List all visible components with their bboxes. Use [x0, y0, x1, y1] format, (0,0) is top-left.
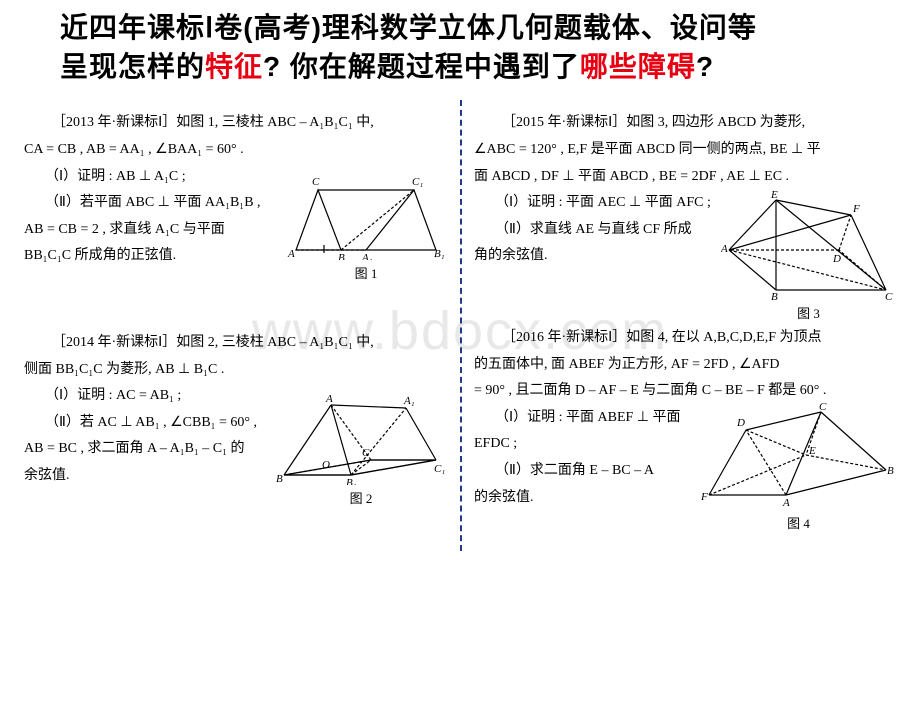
fig2-label-B1: B₁: [346, 477, 357, 485]
fig2-label-O: O: [322, 459, 330, 471]
title-line2-mid: ? 你在解题过程中遇到了: [263, 51, 580, 82]
problem-2016-line: 的五面体中, 面 ABEF 为正方形, AF = 2FD , ∠AFD: [474, 352, 896, 379]
title-highlight-2: 哪些障碍: [580, 51, 696, 82]
figure-2-caption: 图 2: [276, 487, 446, 512]
fig1-label-B: B: [338, 252, 345, 260]
problem-2014-head: ［2014 年·新课标Ⅰ］如图 2, 三棱柱 ABC – A₁B₁C₁ 中,: [24, 330, 446, 357]
fig1-label-C: C: [312, 176, 320, 188]
fig3-label-A: A: [721, 243, 728, 255]
fig3-label-B: B: [771, 291, 778, 300]
fig1-label-A: A: [287, 248, 295, 260]
problem-2014-line: 侧面 BB₁C₁C 为菱形, AB ⊥ B₁C .: [24, 357, 446, 384]
title-line2-pre: 呈现怎样的: [60, 51, 205, 82]
problem-2015-line: ∠ABC = 120° , E,F 是平面 ABCD 同一侧的两点, BE ⊥ …: [474, 137, 896, 164]
figure-1-caption: 图 1: [286, 262, 446, 287]
figure-4-caption: 图 4: [701, 512, 896, 537]
fig1-label-A1: A₁: [361, 252, 373, 260]
fig4-label-D: D: [736, 417, 745, 429]
problem-2013: ［2013 年·新课标Ⅰ］如图 1, 三棱柱 ABC – A₁B₁C₁ 中, C…: [24, 110, 446, 270]
problem-2013-head: ［2013 年·新课标Ⅰ］如图 1, 三棱柱 ABC – A₁B₁C₁ 中,: [24, 110, 446, 137]
right-column: ［2015 年·新课标Ⅰ］如图 3, 四边形 ABCD 为菱形, ∠ABC = …: [460, 110, 910, 551]
figure-4-wrap: A B C D E F 图 4: [701, 400, 896, 537]
problem-2015-head: ［2015 年·新课标Ⅰ］如图 3, 四边形 ABCD 为菱形,: [474, 110, 896, 137]
fig2-label-A: A: [325, 393, 333, 405]
left-column: ［2013 年·新课标Ⅰ］如图 1, 三棱柱 ABC – A₁B₁C₁ 中, C…: [10, 110, 460, 551]
fig1-label-B1: B₁: [434, 248, 445, 260]
title-highlight-1: 特征: [205, 51, 263, 82]
fig3-label-D: D: [832, 253, 841, 265]
figure-1-wrap: A B C A₁ B₁ C₁ 图 1: [286, 165, 446, 287]
figure-3-wrap: A B C D E F 图 3: [721, 190, 896, 327]
fig3-label-C: C: [885, 291, 893, 300]
fig2-label-A1: A₁: [403, 395, 415, 407]
fig4-label-E: E: [808, 445, 816, 457]
fig4-label-B: B: [887, 465, 894, 477]
fig1-label-C1: C₁: [412, 176, 423, 188]
figure-1: A B C A₁ B₁ C₁: [286, 165, 446, 260]
fig4-label-F: F: [701, 491, 708, 503]
column-divider: [460, 100, 462, 551]
content-grid: ［2013 年·新课标Ⅰ］如图 1, 三棱柱 ABC – A₁B₁C₁ 中, C…: [0, 90, 920, 561]
fig4-label-A: A: [782, 497, 790, 509]
fig3-label-E: E: [770, 190, 778, 201]
problem-2013-line: CA = CB , AB = AA₁ , ∠BAA₁ = 60° .: [24, 137, 446, 164]
problem-2015-line: 面 ABCD , DF ⊥ 平面 ABCD , BE = 2DF , AE ⊥ …: [474, 164, 896, 191]
problem-2014: ［2014 年·新课标Ⅰ］如图 2, 三棱柱 ABC – A₁B₁C₁ 中, 侧…: [24, 330, 446, 490]
problem-2016-head: ［2016 年·新课标Ⅰ］如图 4, 在以 A,B,C,D,E,F 为顶点: [474, 325, 896, 352]
figure-4: A B C D E F: [701, 400, 896, 510]
figure-3-caption: 图 3: [721, 302, 896, 327]
fig2-label-C1: C₁: [434, 463, 445, 475]
fig2-label-B: B: [276, 473, 283, 485]
problem-2015: ［2015 年·新课标Ⅰ］如图 3, 四边形 ABCD 为菱形, ∠ABC = …: [474, 110, 896, 270]
problem-2016: ［2016 年·新课标Ⅰ］如图 4, 在以 A,B,C,D,E,F 为顶点 的五…: [474, 325, 896, 511]
figure-2-wrap: A B C A₁ B₁ C₁ O 图 2: [276, 390, 446, 512]
title-line2-end: ?: [696, 51, 714, 82]
figure-3: A B C D E F: [721, 190, 896, 300]
fig4-label-C: C: [819, 401, 827, 413]
figure-2: A B C A₁ B₁ C₁ O: [276, 390, 446, 485]
fig2-label-C: C: [362, 447, 370, 459]
fig3-label-F: F: [852, 203, 860, 215]
title: 近四年课标Ⅰ卷(高考)理科数学立体几何题载体、设问等 呈现怎样的特征? 你在解题…: [0, 0, 920, 90]
title-line1: 近四年课标Ⅰ卷(高考)理科数学立体几何题载体、设问等: [60, 12, 757, 43]
